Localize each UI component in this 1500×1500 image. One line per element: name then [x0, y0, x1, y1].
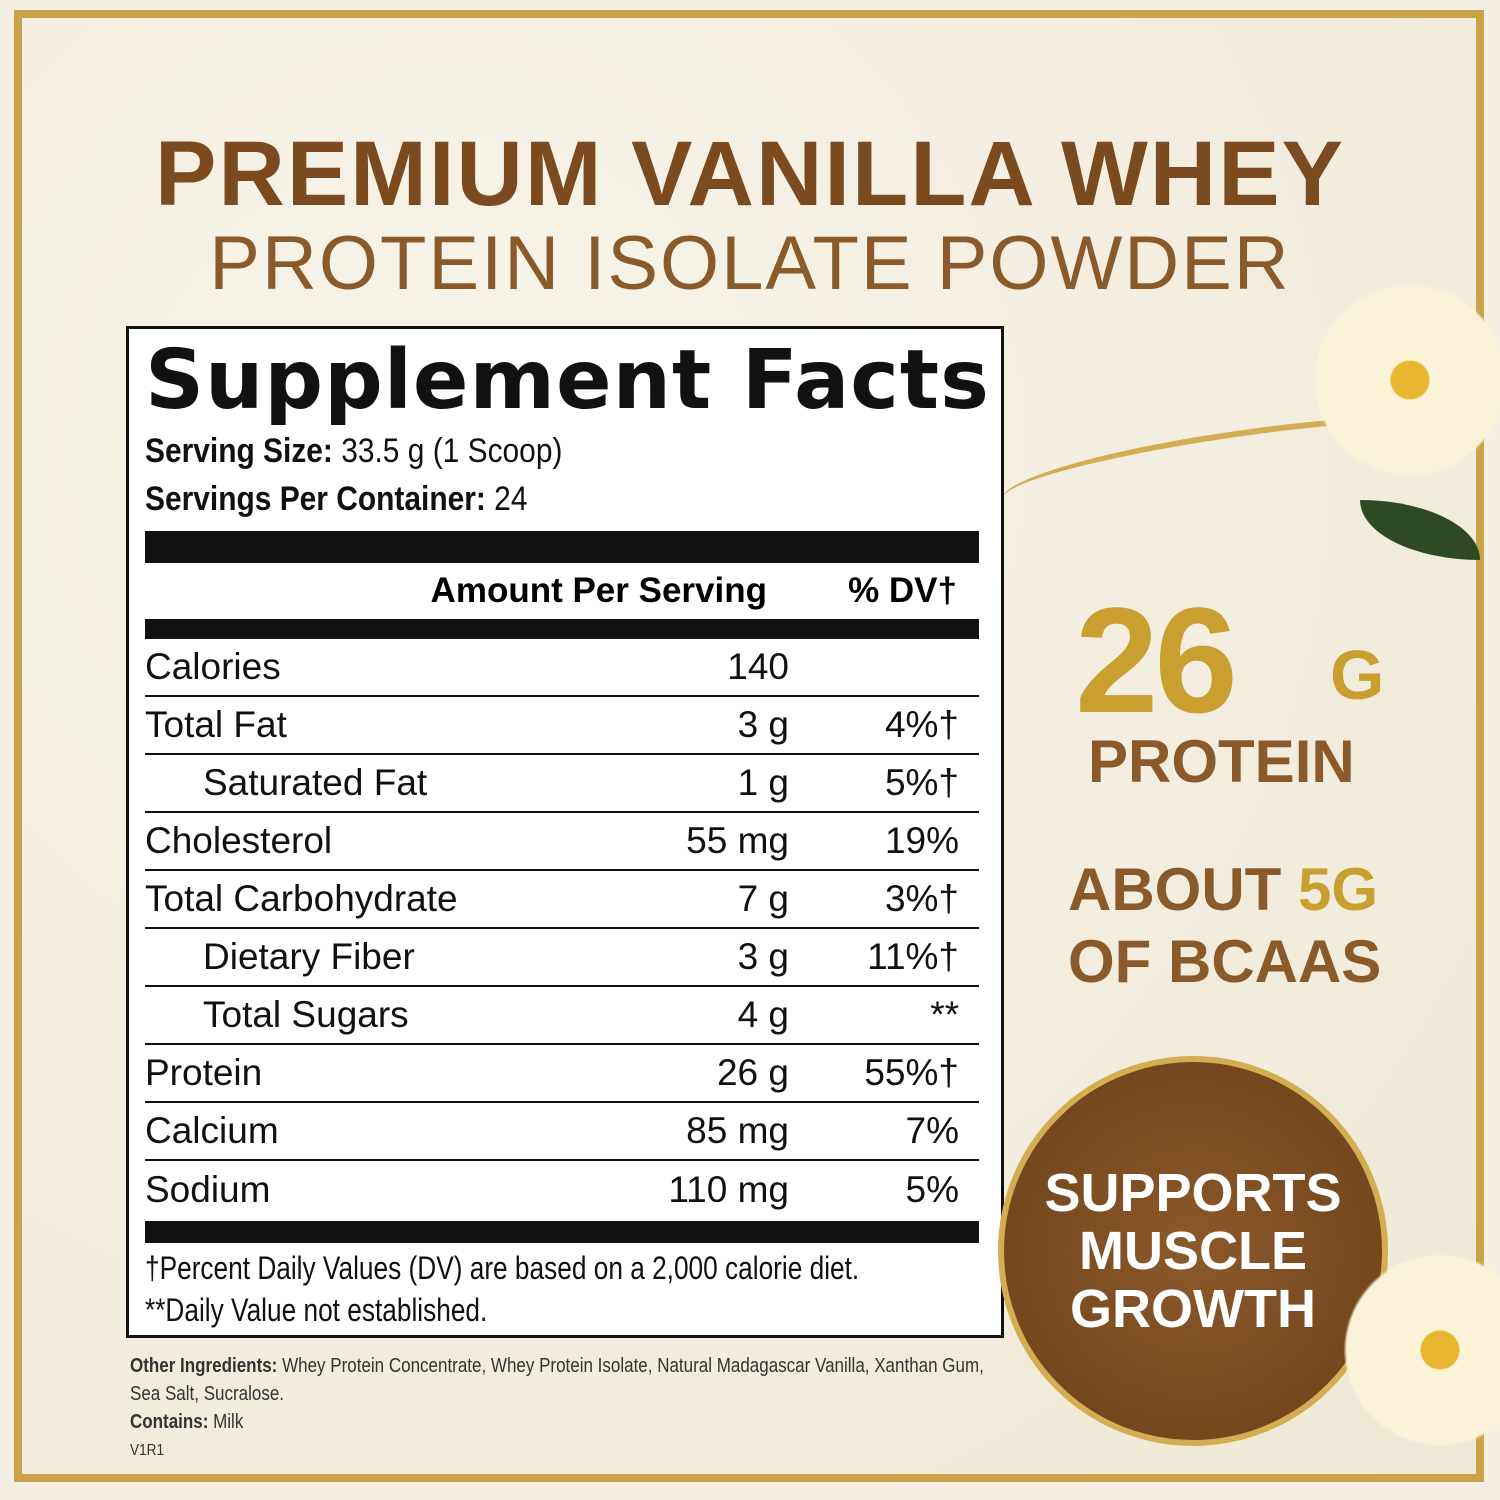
nutrient-name: Protein [145, 1052, 263, 1093]
subtitle: PROTEIN ISOLATE POWDER [209, 221, 1291, 306]
protein-label: PROTEIN [1088, 728, 1355, 795]
footnote-dv: †Percent Daily Values (DV) are based on … [145, 1250, 860, 1286]
divider [145, 619, 979, 639]
nutrient-amount: 3 g [737, 704, 789, 745]
nutrient-name: Total Fat [145, 704, 287, 745]
nutrient-row: Saturated Fat 1 g 5%† [145, 755, 979, 813]
nutrient-amount: 110 mg [668, 1169, 789, 1210]
nutrient-amount: 4 g [737, 994, 789, 1035]
nutrient-amount: 140 [727, 646, 789, 687]
nutrient-name: Saturated Fat [203, 762, 428, 803]
nutrient-row: Cholesterol 55 mg 19% [145, 813, 979, 871]
divider [145, 1221, 979, 1243]
nutrient-name: Calories [145, 646, 281, 687]
nutrient-name: Cholesterol [145, 820, 333, 861]
nutrient-amount: 26 g [716, 1052, 789, 1093]
nutrient-row: Protein 26 g 55%† [145, 1045, 979, 1103]
supplement-facts-panel: Supplement Facts Serving Size: 33.5 g (1… [126, 326, 1004, 1338]
nutrient-dv: 19% [884, 820, 959, 861]
bcaa-about: ABOUT 5G [1068, 856, 1379, 923]
facts-heading: Supplement Facts [145, 333, 990, 428]
nutrient-dv: 3%† [884, 878, 959, 919]
vanilla-flower-icon [1330, 1240, 1500, 1460]
nutrient-dv: 5%† [884, 762, 959, 803]
nutrient-dv: 4%† [884, 704, 959, 745]
nutrient-name: Dietary Fiber [203, 936, 415, 977]
column-header: Amount Per Serving% DV† [430, 571, 957, 610]
nutrient-dv: ** [930, 994, 959, 1035]
serving-size: Serving Size: 33.5 g (1 Scoop) [145, 432, 563, 470]
protein-amount: 26 [1075, 576, 1238, 744]
nutrient-table: Calories 140 Total Fat 3 g 4%† Saturated Fat 1… [145, 639, 979, 1219]
footnote-not-established: **Daily Value not established. [145, 1292, 488, 1328]
nutrient-row: Calcium 85 mg 7% [145, 1103, 979, 1161]
title: PREMIUM VANILLA WHEY [155, 123, 1345, 225]
nutrient-amount: 55 mg [686, 820, 789, 861]
nutrient-row: Total Fat 3 g 4%† [145, 697, 979, 755]
nutrient-row: Calories 140 [145, 639, 979, 697]
muscle-growth-badge: SUPPORTS MUSCLE GROWTH [998, 1056, 1388, 1446]
nutrient-row: Total Sugars 4 g ** [145, 987, 979, 1045]
nutrient-row: Sodium 110 mg 5% [145, 1161, 979, 1219]
nutrient-dv: 11%† [867, 936, 959, 977]
nutrient-amount: 7 g [737, 878, 789, 919]
nutrient-row: Total Carbohydrate 7 g 3%† [145, 871, 979, 929]
bcaa-label: OF BCAAS [1068, 928, 1382, 995]
nutrient-amount: 85 mg [686, 1110, 789, 1151]
other-ingredients: Other Ingredients: Whey Protein Concentr… [130, 1352, 1014, 1464]
nutrient-name: Total Carbohydrate [145, 878, 458, 919]
version-code: V1R1 [130, 1442, 165, 1459]
nutrient-name: Calcium [145, 1110, 279, 1151]
nutrient-name: Total Sugars [203, 994, 409, 1035]
vanilla-flower-icon [1300, 270, 1500, 490]
divider [145, 531, 979, 563]
ingredients-text: Other Ingredients: Whey Protein Concentr… [130, 1355, 984, 1405]
nutrient-name: Sodium [145, 1169, 271, 1210]
servings-per-container: Servings Per Container: 24 [145, 480, 528, 518]
allergen-contains: Contains: Milk [130, 1411, 244, 1433]
nutrient-dv: 7% [905, 1110, 959, 1151]
protein-unit: G [1330, 636, 1385, 714]
nutrient-amount: 3 g [737, 936, 789, 977]
nutrient-dv: 5% [905, 1169, 959, 1210]
nutrient-row: Dietary Fiber 3 g 11%† [145, 929, 979, 987]
nutrient-amount: 1 g [737, 762, 789, 803]
nutrient-dv: 55%† [864, 1052, 959, 1093]
